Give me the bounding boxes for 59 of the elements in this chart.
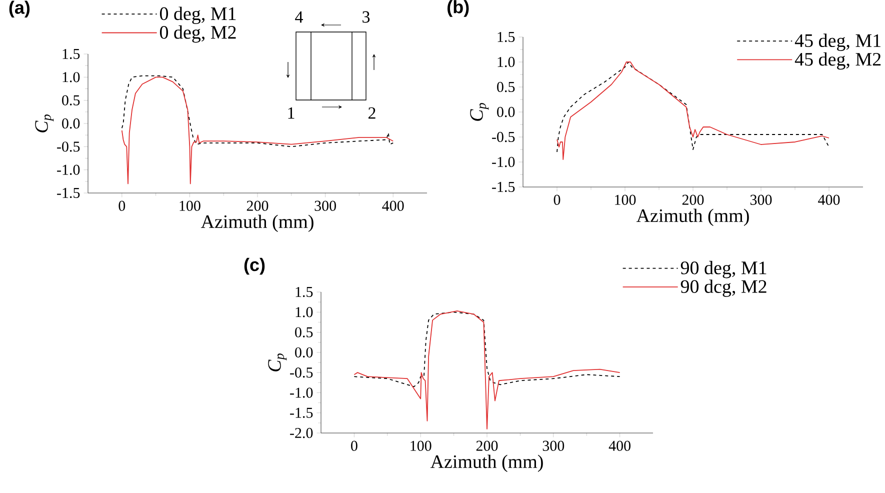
line-series [121,76,394,184]
annotation: 1 [288,107,294,119]
y-tick-label: 0.0 [62,118,80,129]
y-tick-label: -0.5 [57,142,80,152]
legend-label: 0 deg, M2 [160,25,236,43]
chart-title: (a) [9,0,30,18]
y-axis-title: C$_{p}$ [470,102,489,121]
legend-label: 90 deg, M1 [680,260,766,278]
x-tick-label: 300 [314,200,336,211]
y-axis-title: C$_{p}$ [268,353,287,372]
x-tick-label: 100 [180,200,200,211]
x-tick-label: 0 [118,200,126,211]
x-tick-label: 200 [476,440,498,451]
x-tick-label: 100 [615,194,636,205]
text: 3 [362,11,370,23]
x-tick-label: 400 [608,440,630,451]
y-tick-label: 1.5 [296,286,313,298]
y-tick-label: -1.0 [57,164,80,175]
legend-label: 45 deg, M1 [794,34,880,51]
line-series [354,310,620,430]
y-axis-title: C$_{p}$ [35,114,54,132]
annotation: 2 [368,107,376,119]
y-tick-label: 0.0 [295,347,313,358]
y-tick-label: 0.5 [62,95,80,106]
y-tick-label: -0.5 [290,367,313,378]
line-series [354,312,620,388]
legend-label: 0 deg, M1 [160,6,236,24]
x-tick-label: 300 [542,440,564,451]
x-tick-label: 300 [750,194,772,205]
y-tick-label: -1.0 [492,156,515,168]
y-tick-label: 1.5 [62,48,80,60]
y-tick-label: 0.0 [497,106,515,118]
x-axis-title: Azimuth (mm) [636,208,749,226]
legend-label: 90 dcg, M2 [680,280,766,297]
x-tick-label: 200 [246,200,268,211]
x-tick-label: 400 [818,194,840,205]
y-tick-label: -1.0 [290,388,313,398]
x-tick-label: 400 [382,200,404,211]
text: 4 [295,11,303,23]
x-axis-title: Azimuth (mm) [430,454,543,472]
legend-label: 45 deg, M2 [794,52,881,70]
y-tick-label: 1.0 [498,56,515,68]
y-tick-label: -1.5 [290,408,313,418]
y-tick-label: 1.5 [498,32,515,42]
x-tick-label: 0 [554,194,560,205]
y-tick-label: 0.5 [295,327,313,338]
y-tick-label: -2.0 [290,428,313,438]
x-tick-label: 200 [682,194,704,205]
y-tick-label: -1.5 [492,182,515,192]
x-tick-label: 100 [410,440,432,451]
y-tick-label: -0.5 [492,132,515,142]
x-axis-title: Azimuth (mm) [200,214,314,232]
chart-title: (b) [448,0,469,17]
x-tick-label: 0 [351,440,358,451]
chart-title: (c) [244,258,265,275]
y-tick-label: 1.0 [62,72,80,82]
y-tick-label: -1.5 [57,188,80,198]
y-tick-label: 1.0 [296,307,313,318]
y-tick-label: 0.5 [497,82,515,92]
